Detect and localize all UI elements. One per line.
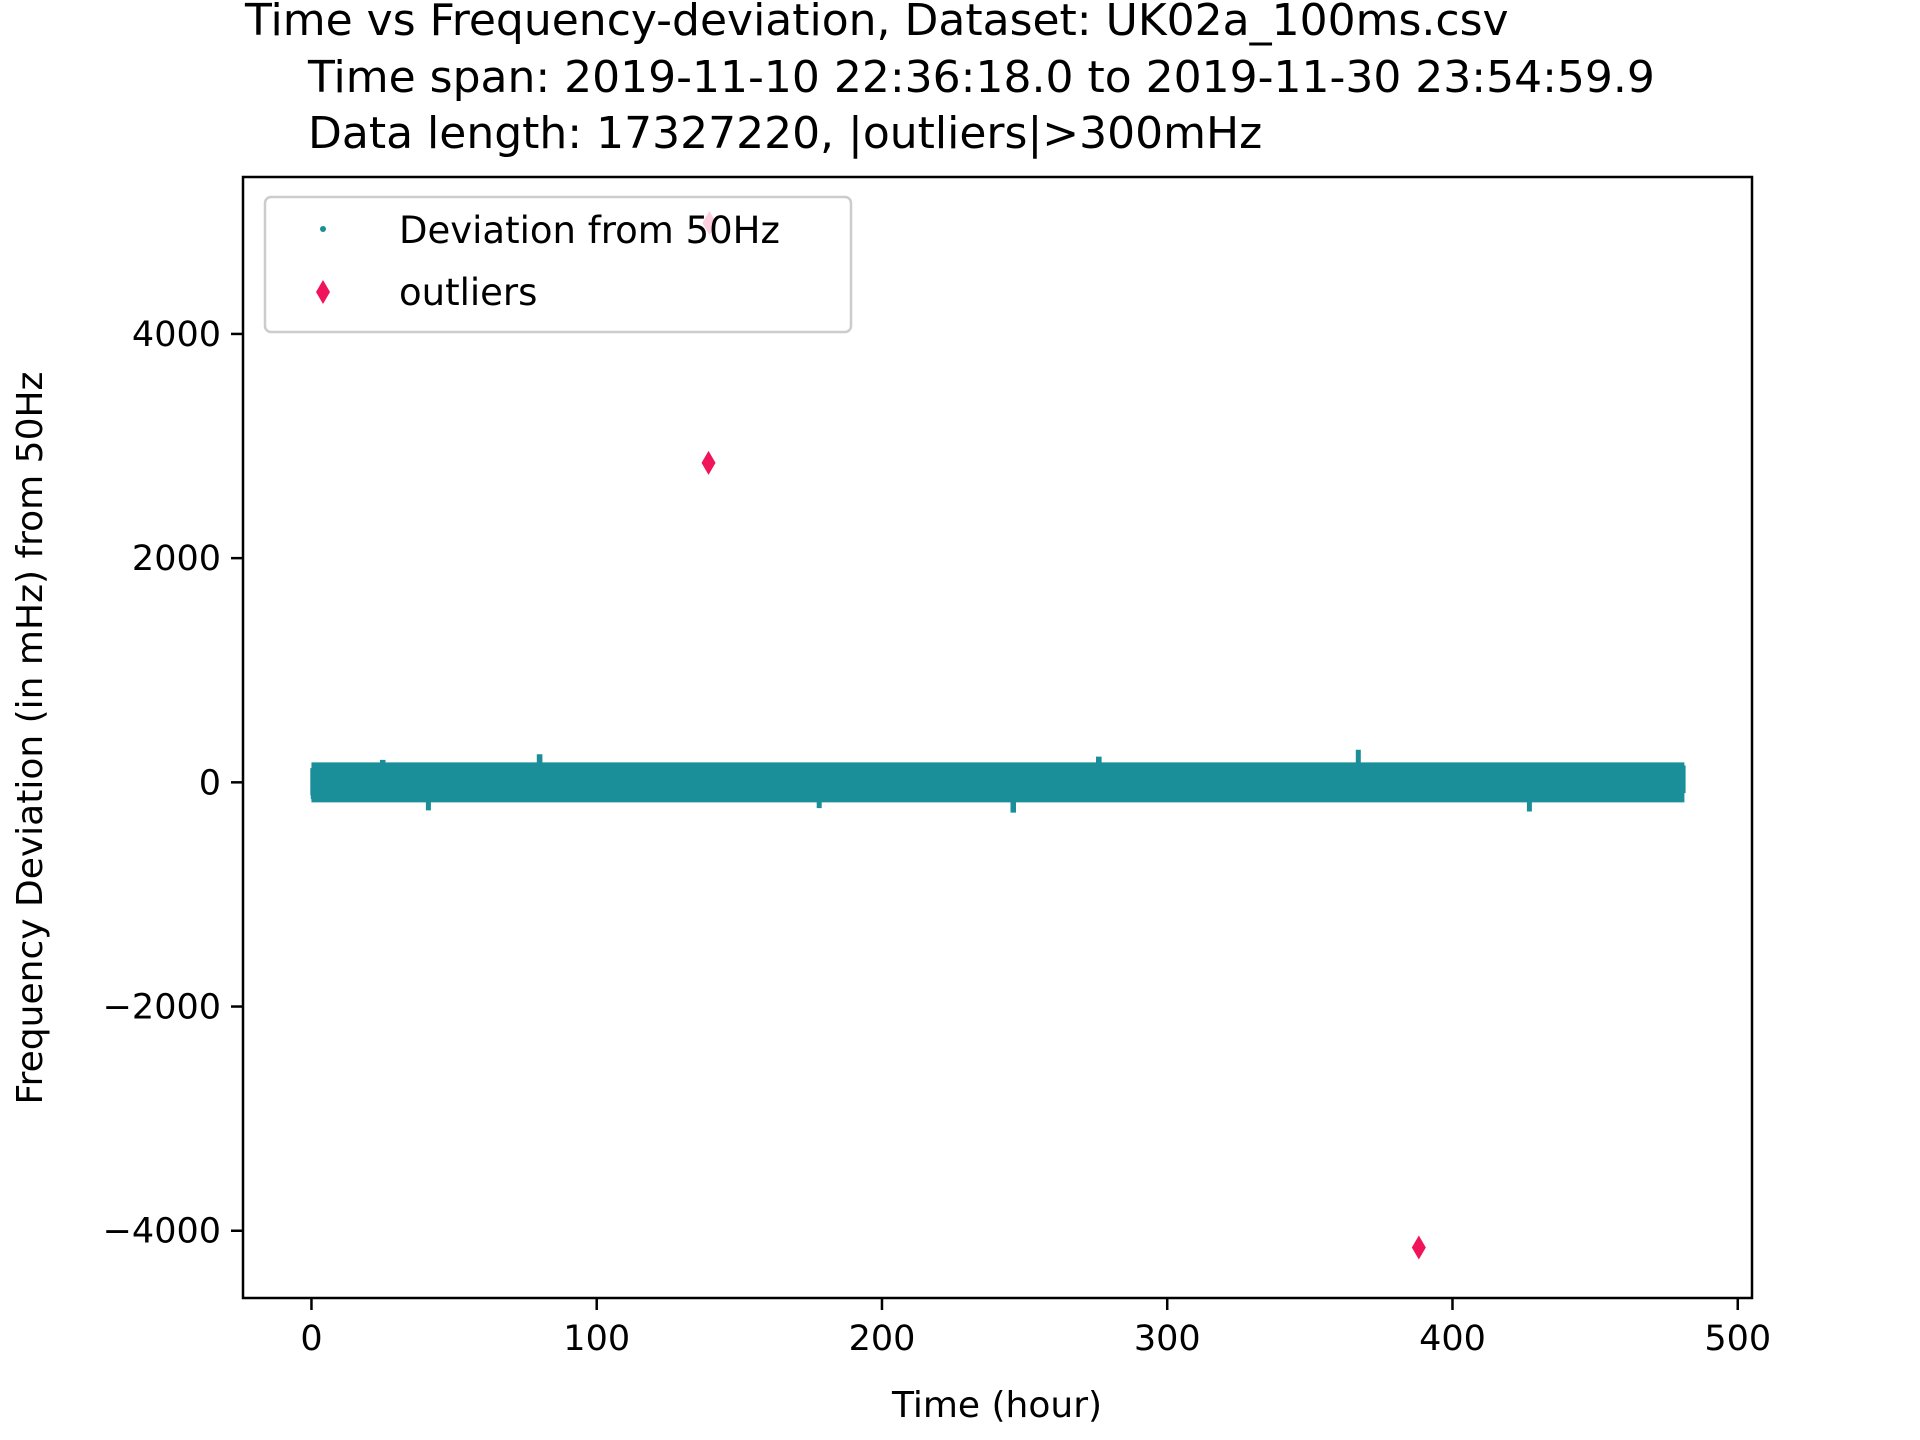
y-tick-label: 2000 (132, 539, 221, 579)
legend-label-outliers: outliers (399, 271, 537, 314)
legend-marker-deviation (320, 226, 326, 232)
y-axis-label: Frequency Deviation (in mHz) from 50Hz (10, 372, 51, 1105)
x-axis-ticks: 0 100 200 300 400 500 (300, 1298, 1771, 1359)
outlier-point (701, 450, 716, 475)
y-tick-label: 4000 (132, 315, 221, 355)
x-tick-label: 200 (849, 1319, 916, 1359)
y-axis-ticks: −4000 −2000 0 2000 4000 (103, 315, 243, 1252)
x-tick-label: 500 (1704, 1319, 1771, 1359)
chart-title: Time vs Frequency-deviation, Dataset: UK… (244, 0, 1655, 159)
series-deviation (310, 749, 1686, 813)
x-tick-label: 0 (300, 1319, 322, 1359)
y-tick-label: −4000 (103, 1212, 221, 1252)
title-line-1: Time vs Frequency-deviation, Dataset: UK… (244, 0, 1509, 46)
x-tick-label: 400 (1419, 1319, 1486, 1359)
x-axis-label: Time (hour) (891, 1385, 1102, 1426)
legend-label-deviation: Deviation from 50Hz (399, 209, 780, 252)
legend: Deviation from 50Hz outliers (263, 195, 853, 334)
legend-box (263, 195, 853, 334)
y-tick-label: −2000 (103, 988, 221, 1028)
axes-frame (241, 175, 1754, 1300)
series-outliers (701, 210, 1426, 1260)
legend-marker-outliers (316, 280, 330, 304)
title-line-3: Data length: 17327220, |outliers|>300mHz (308, 108, 1262, 159)
y-tick-label: 0 (199, 763, 221, 803)
title-line-2: Time span: 2019-11-10 22:36:18.0 to 2019… (307, 52, 1655, 103)
x-tick-label: 300 (1134, 1319, 1201, 1359)
plot-area (241, 175, 1754, 1300)
x-tick-label: 100 (563, 1319, 630, 1359)
outlier-point (1411, 1235, 1426, 1260)
